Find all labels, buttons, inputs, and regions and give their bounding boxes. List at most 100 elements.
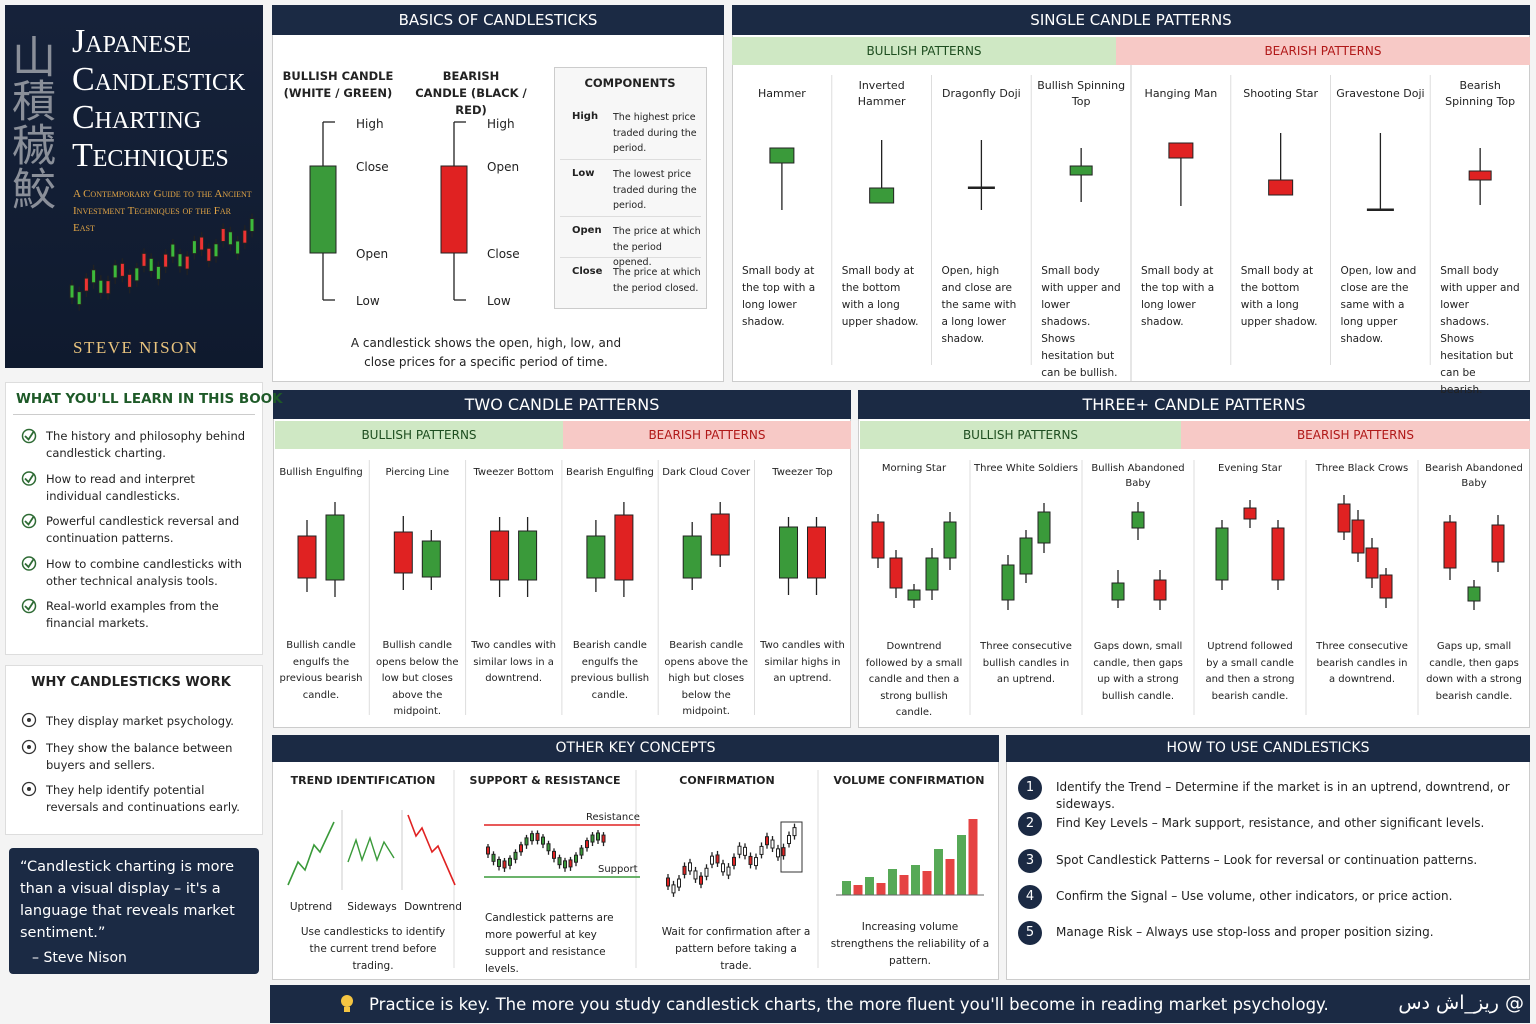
pattern-band [275,421,563,449]
check-mark [24,600,35,611]
watermark: ریز_اش دس @ [1398,992,1524,1014]
why-icon [21,739,37,755]
learn-item: How to read and interpret individual can… [46,471,195,503]
candle-body [693,870,698,880]
panel-title: OTHER KEY CONCEPTS [555,740,716,756]
candle-body [530,833,534,842]
candle-body [579,847,584,856]
check-icon [21,428,37,444]
candle-body [779,526,798,579]
candle-body [601,834,606,843]
candle-body [227,231,233,246]
pattern-name: Tweezer Top [772,467,833,478]
pattern-band [563,421,851,449]
band-label: BEARISH PATTERNS [1296,428,1415,442]
candle-label: Close [487,247,520,261]
pattern-band [732,37,1116,65]
divider [560,159,701,160]
volume-bar [911,865,920,895]
pattern-name: Gravestone Doji [1336,87,1425,100]
pattern-name: Tweezer Bottom [473,467,554,478]
panel-header [732,5,1530,35]
candle-body [69,284,75,299]
pattern-name: Bullish Spinning Top [1037,79,1126,108]
candle-body [177,253,183,268]
band-label: BEARISH PATTERNS [1264,44,1382,58]
component-desc: The price at which the period closed. [613,267,701,294]
candle-body [535,832,540,841]
pattern-name: Bullish Abandoned Baby [1091,463,1185,489]
candle-body [770,839,775,849]
candle-body [699,875,703,885]
divider [560,216,701,217]
sr-label: Resistance [586,812,640,823]
candle-body [596,832,600,841]
step-text: Find Key Levels – Mark support, resistan… [1056,816,1485,831]
candle-body [1268,179,1294,196]
candle-body [704,867,709,877]
pattern-desc: Two candles with similar lows in a downt… [471,640,556,684]
concept-title: TREND IDENTIFICATION [290,774,436,787]
candle-body [112,264,118,279]
candle-body [513,851,518,860]
candle-label: High [487,117,515,131]
candle-body [508,857,512,866]
pattern-name: Bearish Spinning Top [1445,79,1516,108]
why-title: WHY CANDLESTICKS WORK [31,675,231,690]
why-panel [5,665,263,835]
candle-body [105,280,111,295]
step-number: 4 [1025,888,1035,904]
why-icon [21,712,37,728]
pattern-name: Bullish Engulfing [279,467,363,478]
pattern-desc: Bullish candle opens below the low but c… [376,640,459,717]
trend-label: Sideways [347,901,397,913]
candle-body [721,863,725,873]
book-subtitle: A Contemporary Guide to the Ancient Inve… [73,188,252,234]
why-item: They display market psychology. [46,714,234,728]
pattern-name: Dragonfly Doji [942,87,1021,100]
why-icon-dot [27,745,31,749]
sideways-line [347,835,395,863]
candle-body [889,557,903,589]
volume-bar [876,883,886,895]
candle-body [869,187,895,204]
candle-body [726,866,731,876]
learn-item: How to combine candlesticks with other t… [46,556,242,588]
why-item: They help identify potential reversals a… [46,783,240,814]
candle-body [546,843,551,852]
candle-body [170,243,176,258]
candle-body [393,531,413,574]
candle-body [1001,564,1015,601]
pattern-name: Morning Star [881,463,947,474]
candle-body [127,273,133,288]
candle-body [943,521,957,559]
pattern-name: Bearish Engulfing [565,467,654,478]
candle-body [1491,524,1505,563]
volume-bar [945,859,955,895]
panel-header [273,390,851,419]
concept-desc: Candlestick patterns are more powerful a… [485,912,614,975]
candle-body [666,877,670,887]
trend-label: Uptrend [289,901,333,913]
pattern-desc: Three consecutive bearish candles in a d… [1316,641,1408,685]
step-number: 3 [1025,852,1035,868]
components-box [554,67,707,309]
basics-caption: A candlestick shows the open, high, low,… [350,336,622,369]
candle-body [907,589,921,601]
candle-body [557,857,562,866]
candle-body [585,840,589,849]
candle-body [184,255,190,270]
candle-body [1351,519,1365,554]
step-text: Confirm the Signal – Use volume, other i… [1056,888,1453,903]
footer-text: Practice is key. The more you study cand… [369,995,1329,1014]
candle-body [586,535,606,579]
pattern-band [860,421,1181,449]
candle-body [1037,511,1051,544]
candle-body [769,147,795,164]
candle-body [732,856,736,866]
panel-header [272,5,724,35]
candle-body [1069,165,1093,176]
candle-body [1271,527,1285,581]
candle-body [1111,582,1125,601]
